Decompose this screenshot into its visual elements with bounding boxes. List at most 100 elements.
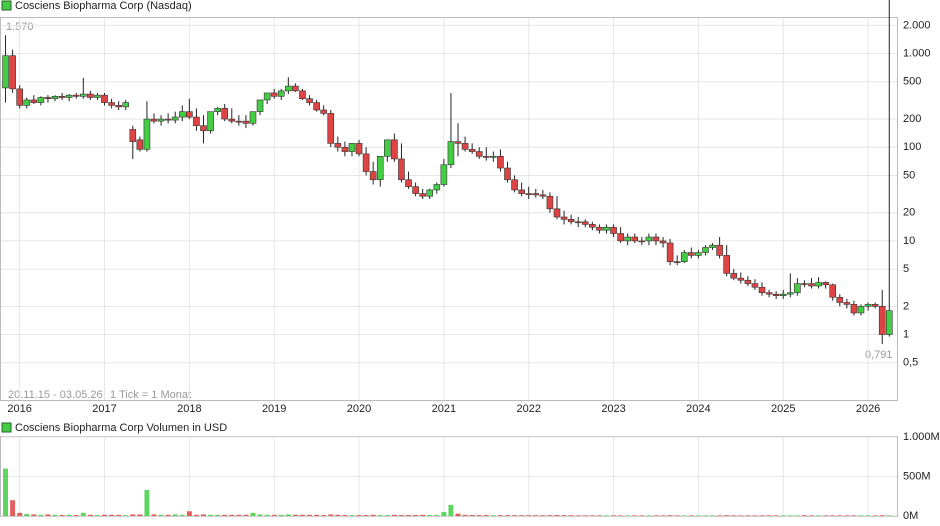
volume-bar (752, 515, 758, 516)
candle-body (688, 252, 695, 256)
volume-bar (554, 515, 560, 516)
volume-bar (307, 514, 313, 516)
candle-body (327, 113, 335, 144)
volume-bar (547, 515, 553, 516)
volume-bar (830, 515, 836, 516)
candle-body (65, 94, 73, 98)
candle-body (652, 236, 660, 242)
candle-body (94, 94, 101, 98)
candle-body (723, 255, 730, 274)
volume-bar (200, 514, 206, 516)
volume-bar (158, 514, 164, 516)
candle-body (525, 193, 533, 195)
volume-bar (123, 515, 129, 516)
volume-bar (667, 515, 673, 516)
y-tick-label: 1.000 (903, 48, 931, 60)
y-tick-label: 200 (903, 113, 921, 125)
candle-body (426, 189, 434, 197)
candle-body (666, 242, 674, 262)
volume-bar (801, 515, 807, 516)
volume-bar (292, 514, 298, 516)
volume-bar (519, 515, 525, 516)
candle-body (574, 221, 582, 224)
candle-body (864, 304, 872, 307)
legend-swatch (1, 0, 12, 11)
volume-bar (625, 515, 631, 516)
volume-bar (102, 514, 108, 516)
candle-body (228, 118, 236, 122)
volume-bar (172, 514, 178, 516)
candle-body (186, 111, 193, 118)
candle-body (263, 92, 271, 101)
y-tick-label: 500M (903, 470, 931, 482)
candle-body (645, 236, 653, 242)
candle-body (306, 98, 313, 103)
volume-bar (398, 515, 404, 516)
volume-bar (31, 514, 37, 516)
volume-bar (193, 514, 199, 516)
volume-bar (773, 515, 779, 516)
volume-bar (116, 514, 122, 516)
candle-body (624, 236, 631, 242)
volume-bar (512, 515, 518, 516)
volume-bar (328, 514, 334, 516)
y-tick-label: 0,5 (903, 357, 918, 369)
volume-bar (589, 515, 595, 516)
volume-bar (632, 515, 638, 516)
x-tick-label: 2025 (771, 403, 795, 415)
volume-bar (208, 514, 214, 516)
candle-body (482, 156, 490, 158)
candle-body (433, 184, 441, 191)
candle-body (129, 129, 137, 142)
volume-bar (809, 515, 815, 516)
candle-body (2, 55, 9, 89)
candle-body (58, 96, 66, 98)
date-range: 20.11.15 - 03.05.26 (8, 389, 103, 401)
candle-body (320, 109, 327, 114)
candle-body (504, 167, 511, 181)
volume-bar (497, 515, 503, 516)
candle-body (72, 94, 80, 97)
volume-bar (639, 515, 645, 516)
volume-bar (646, 515, 652, 516)
candle-body (412, 186, 419, 194)
candle-body (737, 277, 745, 281)
y-tick-label: 100 (903, 141, 921, 153)
volume-bar (59, 515, 65, 516)
candle-body (30, 99, 38, 103)
candle-body (235, 120, 243, 123)
volume-bar (745, 515, 751, 516)
candle-body (136, 139, 144, 150)
volume-bar (38, 514, 44, 516)
candle-body (758, 286, 766, 293)
candle-body (857, 306, 865, 314)
candle-body (440, 164, 448, 185)
candle-body (313, 102, 320, 111)
y-tick-label: 1.000M (903, 431, 940, 443)
candle-body (108, 102, 115, 106)
volume-bar (413, 515, 419, 516)
volume-bar (370, 514, 376, 516)
volume-bar (568, 515, 574, 516)
y-tick-label: 1 (903, 328, 909, 340)
volume-bar (314, 514, 320, 516)
candle-body (454, 141, 462, 144)
candle-body (122, 102, 130, 108)
candle-body (751, 283, 759, 288)
volume-bar (377, 515, 383, 516)
y-tick-label: 20 (903, 207, 915, 219)
candle-body (589, 224, 596, 228)
volume-bar (561, 515, 567, 516)
volume-bar (787, 515, 793, 516)
candle-body (405, 179, 412, 187)
candle-body (878, 306, 886, 335)
volume-bar (872, 515, 878, 516)
candle-body (468, 149, 476, 152)
y-tick-label: 2 (903, 300, 909, 312)
volume-bar (526, 515, 532, 516)
volume-bar (391, 514, 397, 516)
volume-bar (165, 514, 171, 516)
candle-body (532, 193, 540, 196)
candle-body (836, 296, 844, 303)
